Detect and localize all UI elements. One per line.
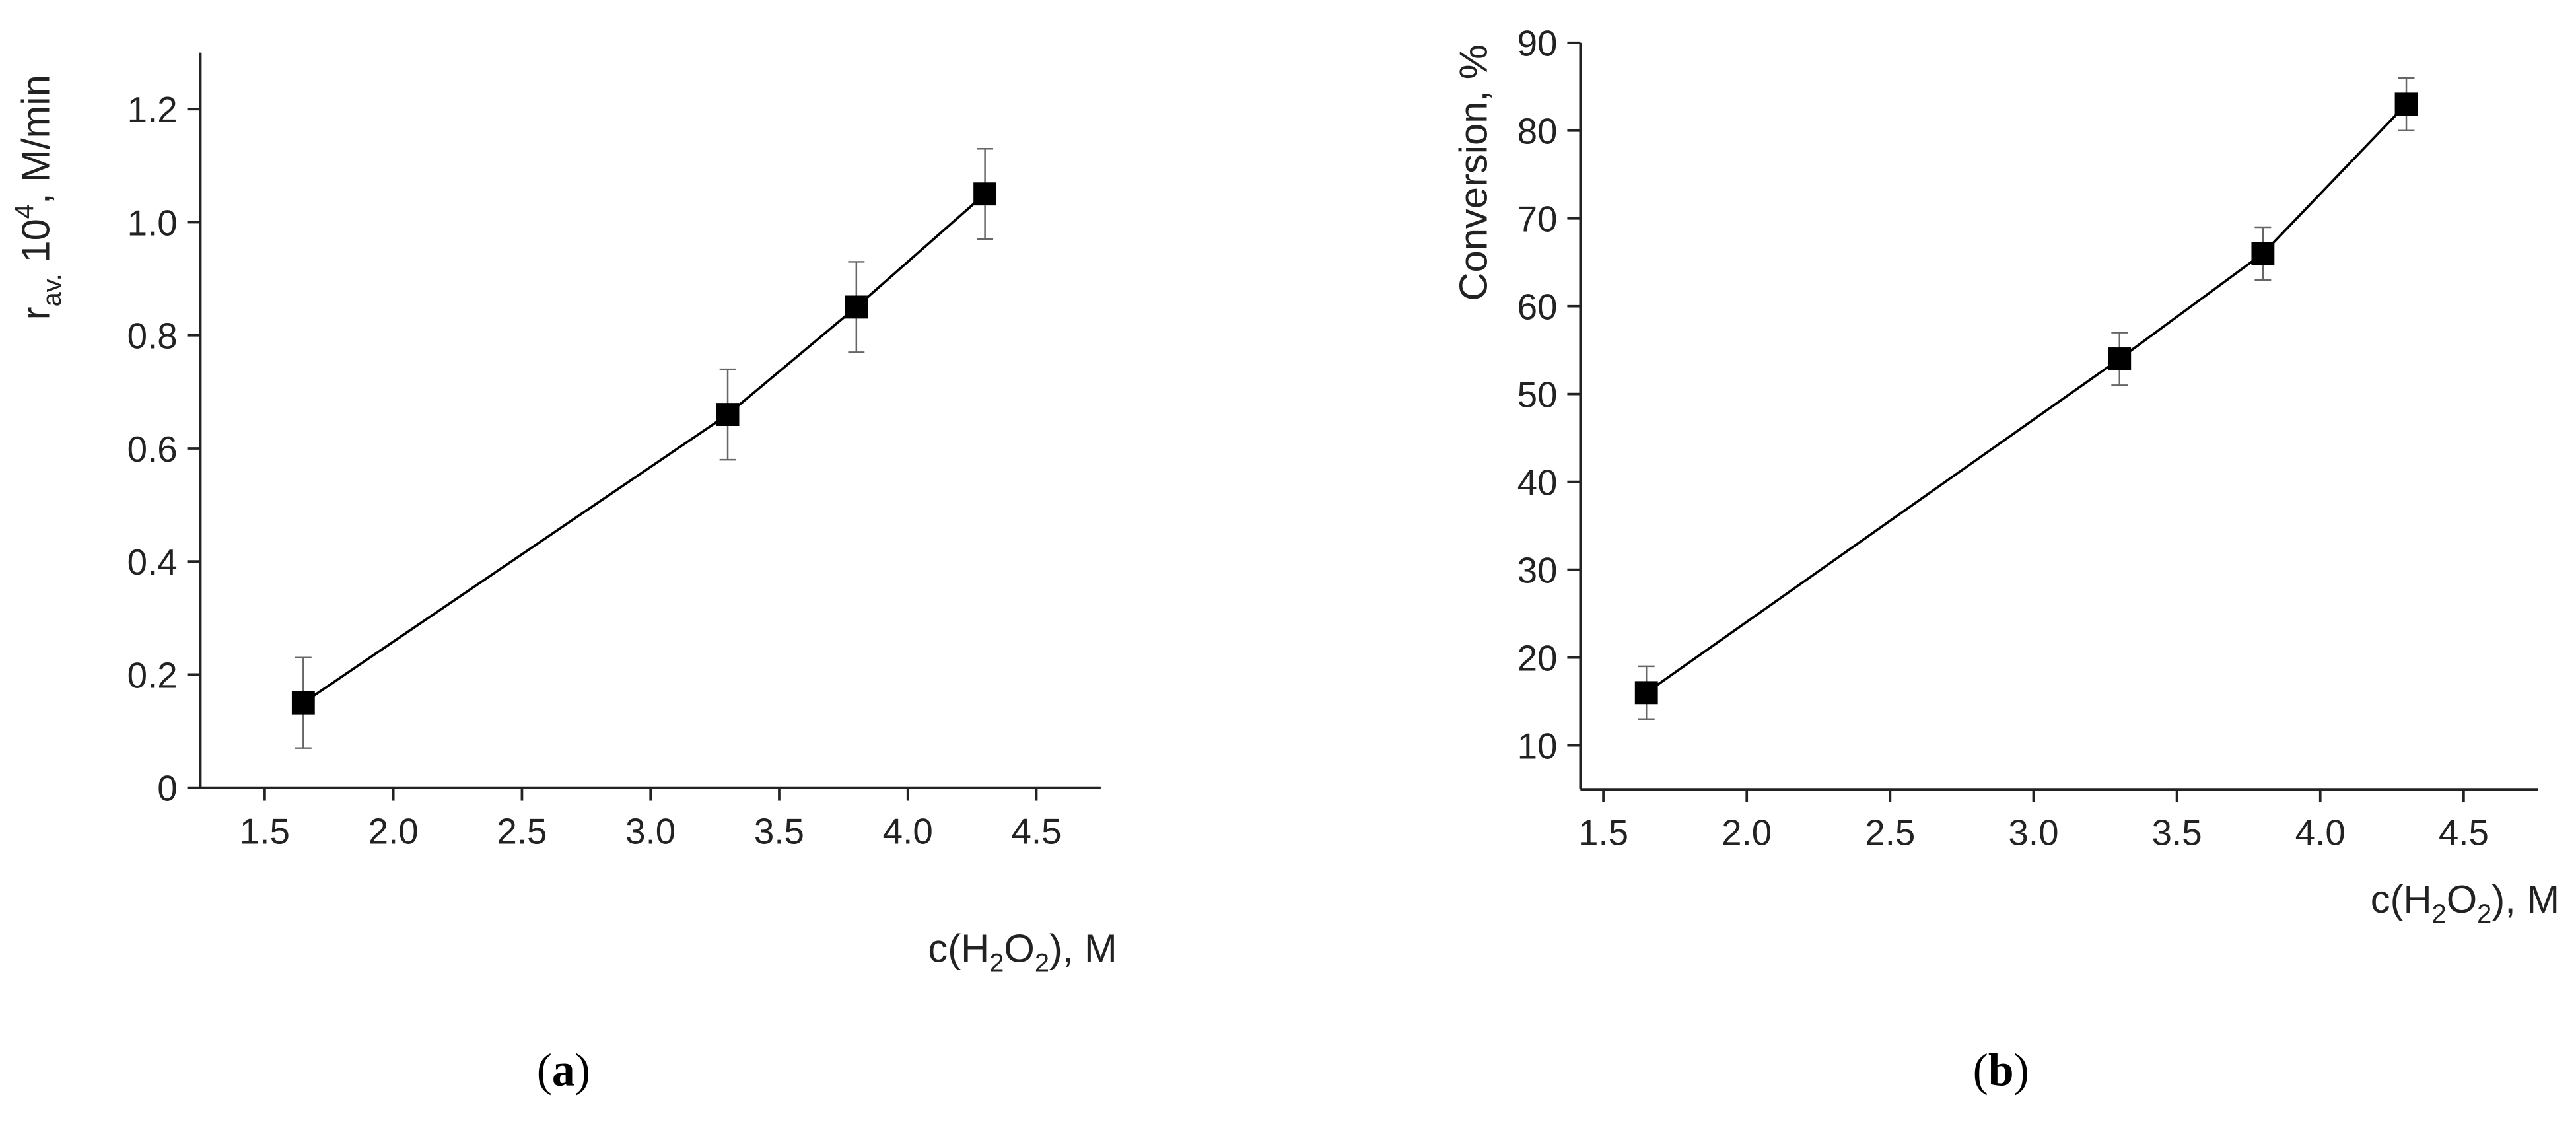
x-tick-label: 3.0 bbox=[2008, 812, 2058, 853]
x-axis-label-part: c(H bbox=[928, 927, 989, 971]
data-point bbox=[845, 295, 868, 319]
x-axis-label-part: 2 bbox=[2432, 899, 2447, 929]
y-axis-label: rav. 104, M/min bbox=[10, 75, 67, 320]
x-axis-label-part: 2 bbox=[1035, 948, 1049, 977]
x-tick-label: 3.0 bbox=[625, 810, 676, 851]
y-tick-label: 0 bbox=[157, 768, 177, 809]
x-axis-label: c(H2O2), M bbox=[2371, 877, 2559, 929]
y-axis-label-part: 10 bbox=[14, 219, 58, 273]
data-point bbox=[1634, 681, 1658, 705]
panel-label-part: a bbox=[552, 1045, 575, 1096]
x-axis-label-part: ), M bbox=[1049, 927, 1117, 971]
x-axis-label-part: O bbox=[1004, 927, 1034, 971]
panel-label-part: ( bbox=[1973, 1045, 1988, 1096]
x-tick-label: 4.5 bbox=[1011, 810, 1061, 851]
data-line bbox=[302, 193, 986, 704]
chart: 0 0.2 0.4 0.6 0.8 1.0 1.2 1.5 2.0 2.5 3.0 3.5 4.0 4.5… bbox=[10, 52, 1117, 1096]
x-tick-label: 2.0 bbox=[1722, 812, 1772, 853]
data-point bbox=[2394, 92, 2418, 116]
y-tick-label: 0.6 bbox=[127, 429, 178, 470]
y-tick-label: 40 bbox=[1517, 462, 1558, 503]
y-tick-label: 30 bbox=[1517, 550, 1558, 591]
panel-label-part: ) bbox=[2014, 1045, 2029, 1096]
panel-label: (b) bbox=[1973, 1045, 2029, 1096]
panel-label-part: b bbox=[1988, 1045, 2014, 1096]
panel-label: (a) bbox=[537, 1045, 590, 1096]
x-axis-label-part: c(H bbox=[2371, 877, 2432, 921]
data-line bbox=[1646, 103, 2408, 694]
data-point bbox=[2251, 242, 2275, 265]
y-axis-label-part: , M/min bbox=[14, 75, 58, 204]
y-tick-label: 70 bbox=[1517, 199, 1558, 240]
y-tick-label: 80 bbox=[1517, 111, 1558, 152]
x-axis-label-part: O bbox=[2447, 877, 2477, 921]
y-tick-label: 90 bbox=[1517, 23, 1558, 64]
data-point bbox=[291, 691, 315, 715]
x-tick-label: 2.5 bbox=[497, 810, 547, 851]
panel-label-part: ) bbox=[575, 1045, 590, 1096]
y-axis-label-part: Conversion, % bbox=[1451, 44, 1496, 301]
y-tick-label: 0.8 bbox=[127, 316, 178, 357]
y-axis-label-part: r bbox=[14, 306, 58, 320]
y-tick-label: 60 bbox=[1517, 287, 1558, 328]
y-tick-label: 0.2 bbox=[127, 654, 178, 695]
y-axis-label: Conversion, % bbox=[1451, 44, 1496, 301]
x-axis-label-part: ), M bbox=[2491, 877, 2559, 921]
x-axis-label: c(H2O2), M bbox=[928, 927, 1117, 978]
y-axis-label-part: av. bbox=[38, 273, 67, 306]
y-axis-label-part: 4 bbox=[10, 204, 39, 219]
data-point bbox=[716, 403, 740, 427]
x-tick-label: 2.0 bbox=[368, 810, 419, 851]
x-tick-label: 3.5 bbox=[2152, 812, 2202, 853]
x-axis-label-part: 2 bbox=[2477, 899, 2491, 929]
x-tick-label: 4.0 bbox=[2295, 812, 2346, 853]
data-point bbox=[973, 182, 997, 206]
y-tick-label: 50 bbox=[1517, 374, 1558, 415]
x-tick-label: 1.5 bbox=[240, 810, 290, 851]
x-axis-label-part: 2 bbox=[989, 948, 1004, 977]
y-tick-label: 0.4 bbox=[127, 542, 178, 582]
x-tick-label: 1.5 bbox=[1578, 812, 1628, 853]
panel-label-part: ( bbox=[537, 1045, 552, 1096]
x-tick-label: 4.0 bbox=[883, 810, 933, 851]
x-tick-label: 3.5 bbox=[754, 810, 804, 851]
y-tick-label: 1.0 bbox=[127, 202, 178, 243]
y-tick-label: 20 bbox=[1517, 638, 1558, 679]
x-tick-label: 4.5 bbox=[2439, 812, 2489, 853]
y-tick-label: 10 bbox=[1517, 726, 1558, 767]
x-tick-label: 2.5 bbox=[1865, 812, 1915, 853]
data-point bbox=[2108, 347, 2132, 370]
y-tick-label: 1.2 bbox=[127, 89, 178, 130]
